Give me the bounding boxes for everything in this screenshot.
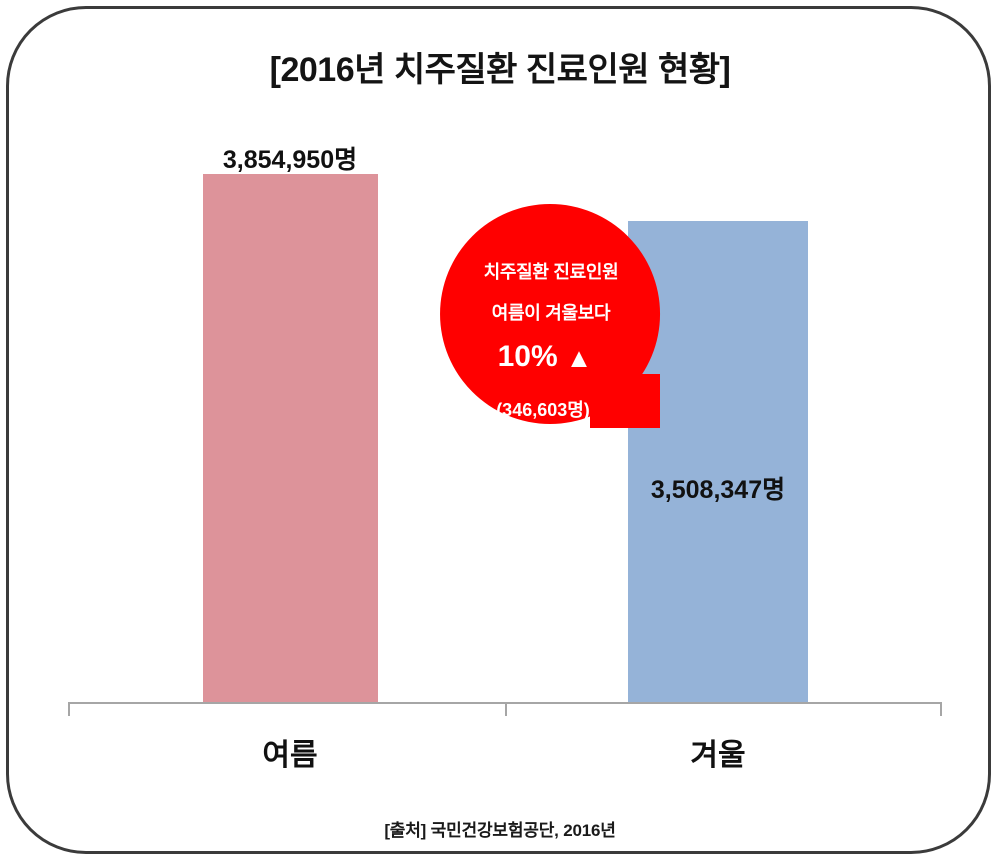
category-label-summer: 여름 (262, 739, 318, 772)
bar-summer (203, 174, 378, 702)
callout-line-2: 여름이 겨울보다 (491, 303, 611, 323)
callout-line-1: 치주질환 진료인원 (483, 262, 619, 282)
callout-headline: 10% ▲ (434, 340, 656, 374)
up-triangle-icon: ▲ (565, 343, 593, 373)
category-label-winter: 겨울 (690, 739, 746, 772)
x-axis-tick-center (505, 703, 507, 716)
callout-difference: (346,603명) (496, 400, 590, 420)
callout-percent-value: 10% (497, 340, 558, 373)
page-title: [2016년 치주질환 진료인원 현황] (269, 51, 731, 89)
bar-value-label-winter: 3,508,347명 (650, 476, 786, 504)
callout-bubble-shape (440, 204, 661, 428)
x-axis-tick-left (68, 703, 70, 716)
callout-bubble: 치주질환 진료인원 여름이 겨울보다 10% ▲ (346,603명) (440, 204, 662, 428)
x-axis-tick-right (940, 703, 942, 716)
source-citation: [출처] 국민건강보험공단, 2016년 (384, 821, 616, 840)
bar-value-label-summer: 3,854,950명 (222, 146, 358, 174)
